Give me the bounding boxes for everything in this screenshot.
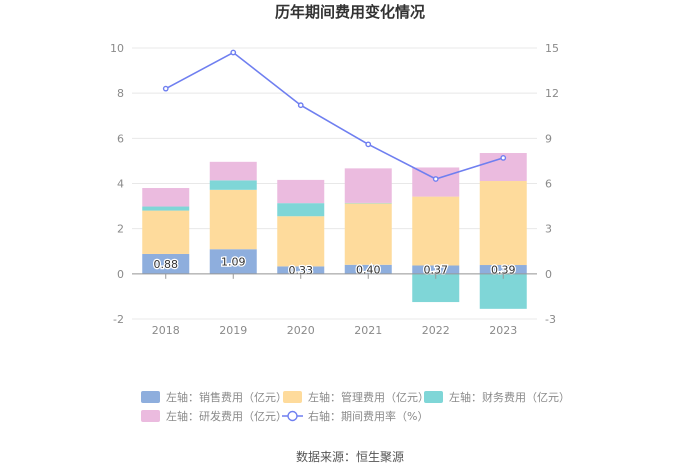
bar-segment	[142, 210, 190, 254]
legend-item[interactable]: 右轴：期间费用率（%）	[282, 409, 428, 423]
rate-line-path	[165, 51, 504, 180]
legend-label: 左轴：研发费用（亿元）	[166, 409, 287, 423]
left-axis-tick: 8	[117, 87, 124, 100]
right-axis-tick: 9	[545, 132, 552, 145]
bar-segment	[209, 161, 257, 181]
bar-segment	[277, 216, 325, 267]
data-label: 0.88	[154, 258, 179, 271]
rate-point	[500, 155, 507, 161]
left-axis-tick: 6	[117, 132, 124, 145]
right-axis-tick: 3	[545, 223, 552, 236]
legend-swatch	[141, 410, 160, 422]
bar-segment	[277, 179, 325, 204]
source-note: 数据来源：恒生聚源	[296, 449, 404, 464]
legend-marker	[287, 410, 298, 422]
rate-point	[432, 176, 439, 182]
legend-item[interactable]: 左轴：财务费用（亿元）	[424, 390, 570, 404]
bar-segment	[412, 196, 460, 266]
legend-swatch	[141, 391, 160, 403]
right-axis-tick: 12	[545, 87, 559, 100]
legend-swatch	[424, 391, 443, 403]
left-axis-tick: 4	[117, 178, 124, 191]
legend-label: 左轴：销售费用（亿元）	[166, 390, 287, 404]
legend-item[interactable]: 左轴：管理费用（亿元）	[283, 390, 429, 404]
left-axis-tick: -2	[113, 313, 124, 326]
legend-swatch	[283, 391, 302, 403]
x-axis-tick: 2019	[219, 324, 247, 337]
bar-segment	[412, 265, 460, 274]
bar-segment	[209, 180, 257, 190]
right-axis-tick: -3	[545, 313, 556, 326]
x-axis-tick: 2020	[287, 324, 315, 337]
left-axis-tick: 0	[117, 268, 124, 281]
x-axis-tick: 2018	[152, 324, 180, 337]
bar-segment	[344, 203, 392, 265]
bar-segment	[479, 181, 527, 266]
x-axis-tick: 2023	[489, 324, 517, 337]
axes: -2 0 2 4 6 8 10 -3 0 3 6 9 12 15 2018 2019 2020 2021 2022 2…	[110, 42, 559, 337]
legend[interactable]: 左轴：销售费用（亿元） 左轴：管理费用（亿元） 左轴：财务费用（亿元） 左轴：研发费用…	[141, 390, 570, 423]
bar-segment	[142, 253, 190, 274]
legend-item[interactable]: 左轴：销售费用（亿元）	[141, 390, 287, 404]
rate-point	[365, 141, 372, 148]
left-axis-tick: 10	[110, 42, 124, 55]
legend-label: 左轴：财务费用（亿元）	[449, 390, 570, 404]
bar-segment	[209, 189, 257, 250]
legend-label: 左轴：管理费用（亿元）	[308, 390, 429, 404]
right-axis-tick: 0	[545, 268, 552, 281]
bar-segment	[142, 188, 190, 207]
bar-segment	[412, 167, 460, 197]
x-axis-tick: 2021	[354, 324, 382, 337]
bar-segment	[344, 168, 392, 203]
left-axis-tick: 2	[117, 223, 124, 236]
bar-segment	[479, 273, 527, 309]
bar-segment	[277, 266, 325, 274]
bar-segment	[344, 264, 392, 274]
rate-line	[162, 49, 507, 182]
bars	[142, 153, 527, 309]
bar-segment	[277, 203, 325, 217]
right-axis-tick: 15	[545, 42, 559, 55]
rate-point	[230, 49, 237, 56]
chart-title: 历年期间费用变化情况	[275, 3, 425, 21]
data-label: 1.09	[221, 256, 246, 269]
bar-segment	[142, 206, 190, 211]
grid	[132, 47, 537, 320]
legend-label: 右轴：期间费用率（%）	[308, 409, 428, 423]
right-axis-tick: 6	[545, 178, 552, 191]
rate-point	[162, 85, 169, 92]
bar-segment	[209, 249, 257, 274]
x-axis-tick: 2022	[422, 324, 450, 337]
bar-segment	[479, 265, 527, 274]
rate-point	[297, 102, 304, 109]
legend-item[interactable]: 左轴：研发费用（亿元）	[141, 409, 287, 423]
